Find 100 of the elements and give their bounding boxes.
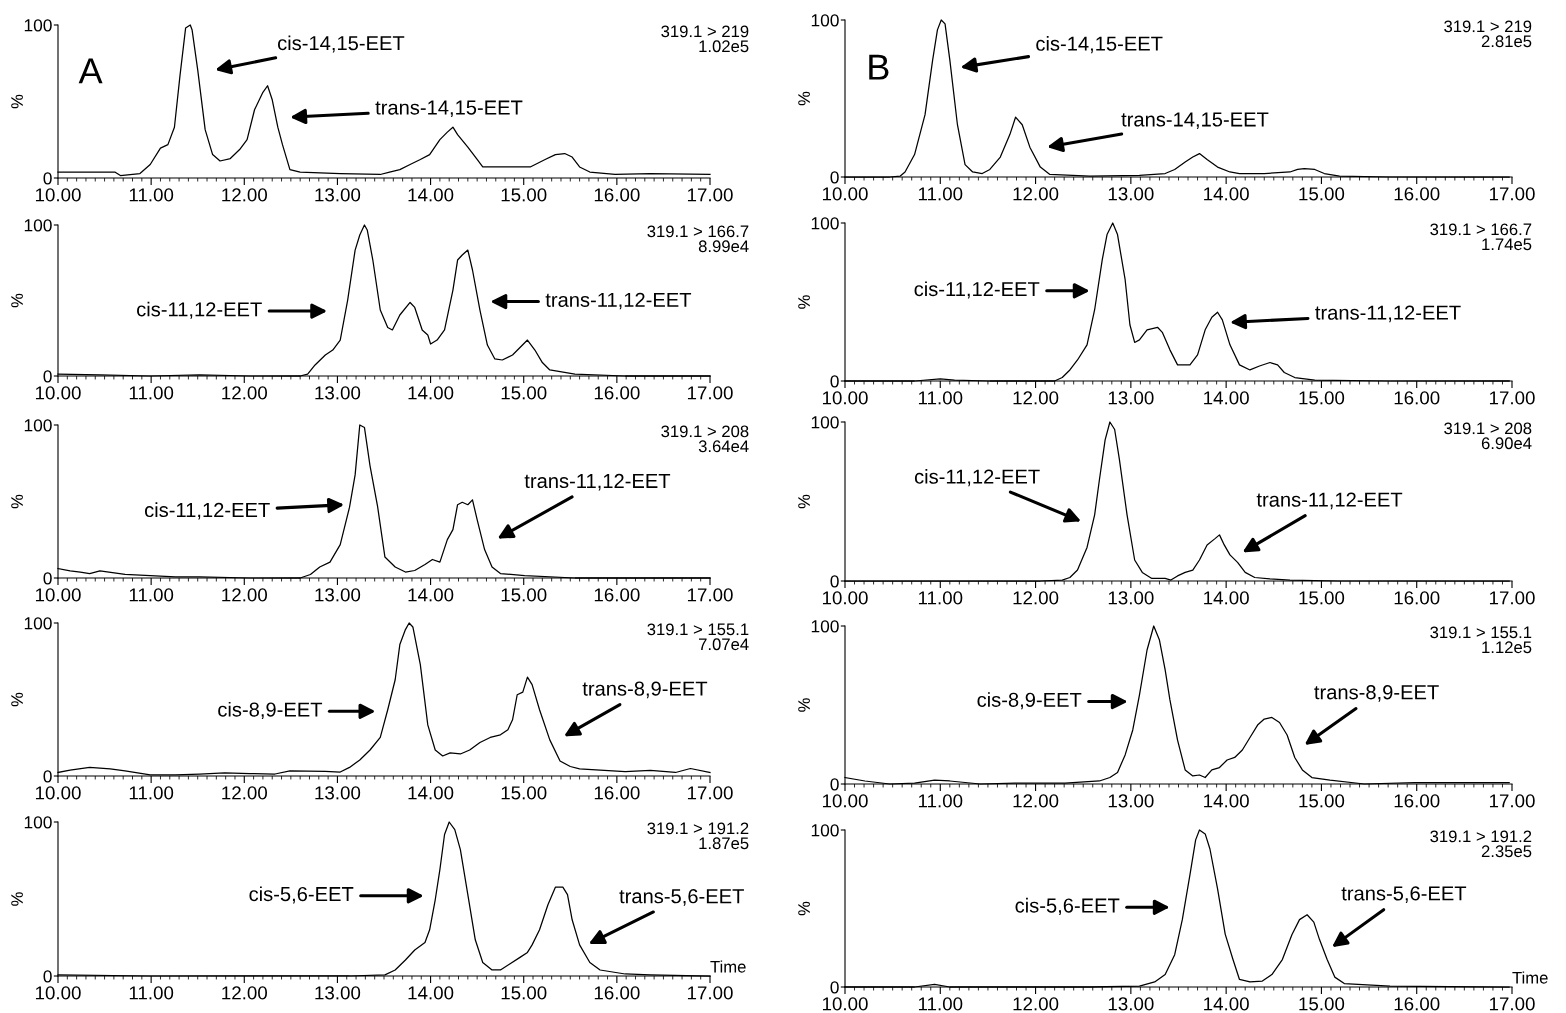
annotation: 319.1 > 191.2 2.35e5 <box>1430 830 1532 858</box>
x-tick-label: 13.00 <box>1108 997 1154 1011</box>
annotation: cis-14,15-EET <box>277 35 405 53</box>
x-tick-label: 12.00 <box>1013 794 1059 808</box>
x-tick-label: 12.00 <box>222 386 268 400</box>
x-tick-label: 16.00 <box>1394 391 1440 405</box>
annotation: cis-11,12-EET <box>914 281 1040 299</box>
annotation: trans-11,12-EET <box>524 473 671 491</box>
x-tick-label: 14.00 <box>408 786 454 800</box>
x-tick-label: 11.00 <box>129 986 174 1000</box>
annotation: 319.1 > 219 1.02e5 <box>661 25 749 53</box>
annotation: trans-11,12-EET <box>1315 305 1461 323</box>
y-axis-title: % <box>11 94 23 109</box>
y-axis-title: % <box>798 901 810 916</box>
x-tick-label: 16.00 <box>594 986 640 1000</box>
x-tick-label: 15.00 <box>501 188 547 202</box>
annotation: trans-11,12-EET <box>1256 492 1403 510</box>
x-tick-label: 12.00 <box>222 188 268 202</box>
x-tick-label: 15.00 <box>1299 391 1345 405</box>
x-tick-label: 14.00 <box>408 986 454 1000</box>
x-tick-label: 17.00 <box>687 588 733 602</box>
x-tick-label: 13.00 <box>1108 187 1154 201</box>
annotation: 319.1 > 191.2 1.87e5 <box>647 822 749 850</box>
x-tick-label: 14.00 <box>1204 187 1249 201</box>
y-axis-title: % <box>11 892 23 906</box>
x-tick-label: 12.00 <box>222 588 268 602</box>
x-tick-label: 10.00 <box>35 986 81 1000</box>
x-axis-title: Time <box>710 960 746 973</box>
x-tick-label: 16.00 <box>594 786 640 800</box>
x-tick-label: 10.00 <box>35 588 81 602</box>
x-tick-label: 10.00 <box>35 188 81 202</box>
x-tick-label: 12.00 <box>1013 997 1059 1011</box>
x-tick-label: 12.00 <box>222 986 268 1000</box>
y-axis-title: % <box>798 494 810 509</box>
annotation: trans-8,9-EET <box>582 681 708 699</box>
y-tick-label: 100 <box>24 219 52 232</box>
x-tick-label: 14.00 <box>1204 794 1249 808</box>
annotation: trans-5,6-EET <box>1341 886 1467 903</box>
annotation: cis-5,6-EET <box>1015 897 1120 916</box>
y-tick-label: 0 <box>830 575 839 588</box>
x-tick-label: 10.00 <box>35 786 81 800</box>
x-tick-label: 15.00 <box>1299 997 1345 1011</box>
x-tick-label: 14.00 <box>1204 391 1249 405</box>
y-axis-title: % <box>11 692 23 707</box>
x-tick-label: 12.00 <box>222 786 268 800</box>
x-tick-label: 11.00 <box>918 591 963 605</box>
x-tick-label: 14.00 <box>1204 591 1249 605</box>
x-tick-label: 17.00 <box>1489 794 1535 808</box>
y-tick-label: 100 <box>24 617 52 630</box>
x-tick-label: 15.00 <box>1299 591 1345 605</box>
x-tick-label: 13.00 <box>315 986 361 1000</box>
y-tick-label: 0 <box>830 778 839 791</box>
x-tick-label: 16.00 <box>1394 997 1440 1011</box>
x-tick-label: 10.00 <box>822 391 868 405</box>
annotation: cis-5,6-EET <box>249 886 354 904</box>
x-tick-label: 17.00 <box>1489 187 1535 201</box>
annotation: 319.1 > 208 3.64e4 <box>661 425 749 453</box>
x-tick-label: 16.00 <box>1394 187 1440 201</box>
y-axis-title: % <box>798 698 810 712</box>
x-tick-label: 13.00 <box>1108 591 1154 605</box>
x-tick-label: 17.00 <box>687 188 733 202</box>
y-tick-label: 0 <box>43 370 52 383</box>
x-tick-label: 11.00 <box>918 187 963 201</box>
y-tick-label: 100 <box>24 816 52 829</box>
x-tick-label: 16.00 <box>1394 794 1440 808</box>
y-tick-label: 0 <box>830 981 839 994</box>
y-axis-title: % <box>798 91 810 106</box>
x-tick-label: 15.00 <box>501 588 547 602</box>
x-tick-label: 17.00 <box>1489 997 1535 1011</box>
x-tick-label: 10.00 <box>822 591 868 605</box>
x-tick-label: 16.00 <box>1394 591 1440 605</box>
x-tick-label: 16.00 <box>594 588 640 602</box>
y-tick-label: 0 <box>830 375 839 388</box>
annotation: 319.1 > 208 6.90e4 <box>1444 422 1532 450</box>
y-tick-label: 100 <box>811 620 839 633</box>
annotation: 319.1 > 166.7 1.74e5 <box>1430 223 1532 251</box>
annotation: 319.1 > 155.1 7.07e4 <box>647 623 749 651</box>
x-tick-label: 11.00 <box>129 588 174 602</box>
x-tick-label: 17.00 <box>687 786 733 800</box>
y-tick-label: 0 <box>43 970 52 983</box>
annotation: trans-11,12-EET <box>545 292 692 310</box>
x-tick-label: 16.00 <box>594 386 640 400</box>
y-tick-label: 100 <box>811 416 839 429</box>
x-tick-label: 14.00 <box>408 588 454 602</box>
x-tick-label: 13.00 <box>315 786 361 800</box>
y-tick-label: 100 <box>24 19 52 32</box>
x-tick-label: 11.00 <box>129 786 174 800</box>
x-tick-label: 13.00 <box>1108 794 1154 808</box>
x-tick-label: 15.00 <box>1299 187 1345 201</box>
x-tick-label: 10.00 <box>35 386 81 400</box>
x-tick-label: 13.00 <box>315 588 361 602</box>
x-tick-label: 13.00 <box>1108 391 1154 405</box>
annotation: trans-8,9-EET <box>1314 685 1439 702</box>
annotation: 319.1 > 166.7 8.99e4 <box>647 225 749 253</box>
x-tick-label: 10.00 <box>822 794 868 808</box>
annotation: B <box>869 54 889 80</box>
x-tick-label: 10.00 <box>822 187 868 201</box>
x-tick-label: 15.00 <box>501 986 547 1000</box>
y-tick-label: 100 <box>811 824 839 837</box>
x-tick-label: 14.00 <box>408 188 454 202</box>
